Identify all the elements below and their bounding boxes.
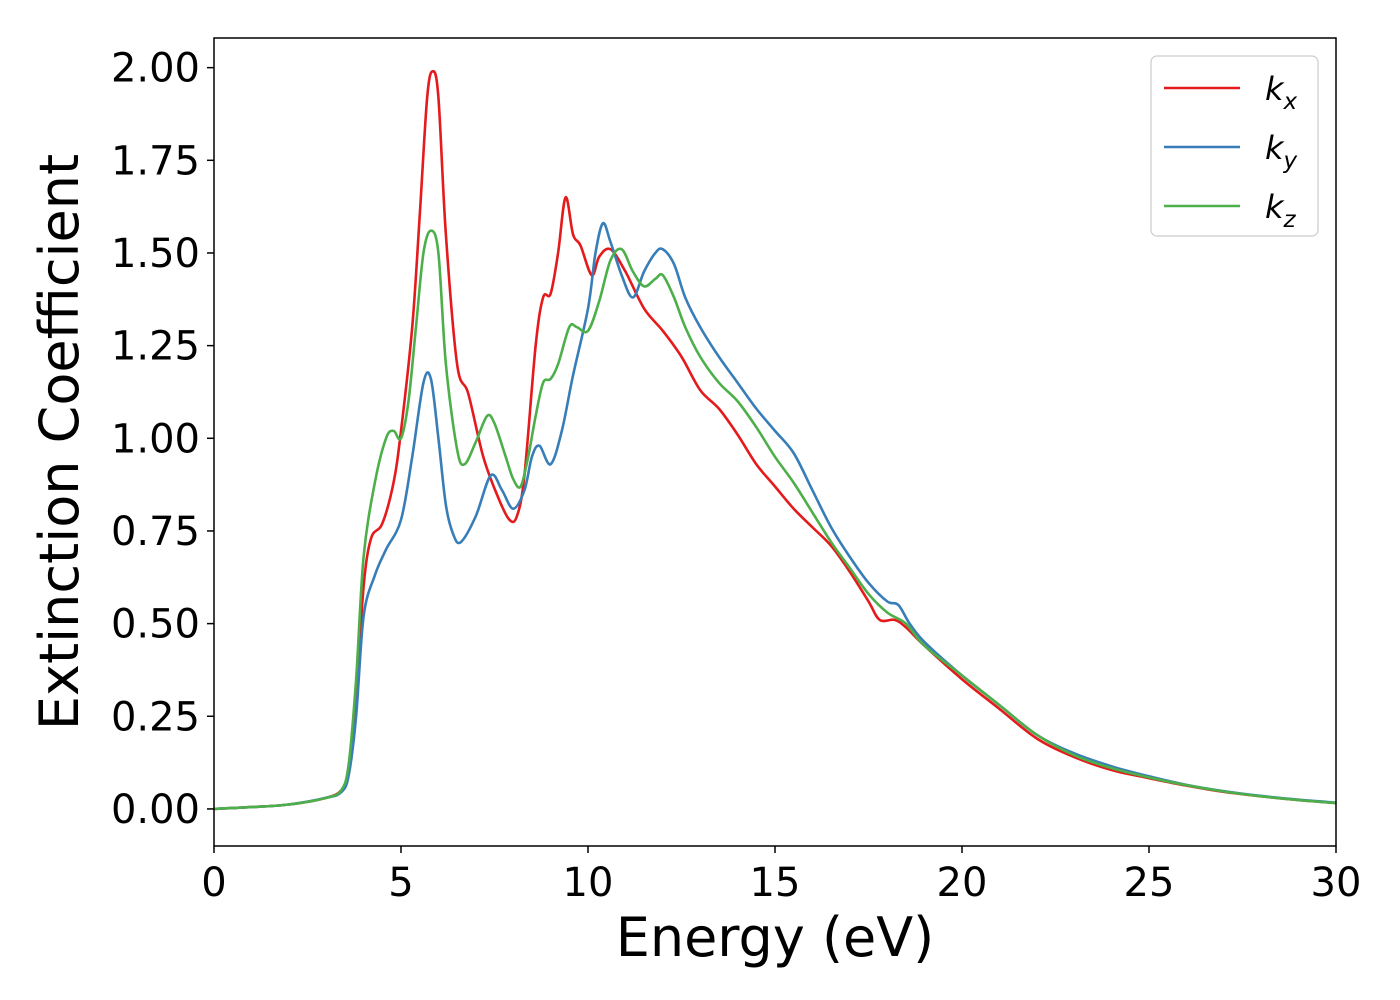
y-tick-label: 0.25 [111, 694, 200, 740]
x-tick-label: 15 [750, 860, 801, 906]
y-tick-label: 0.00 [111, 787, 200, 833]
y-tick-label: 1.50 [111, 231, 200, 277]
y-tick-label: 2.00 [111, 46, 200, 92]
legend-label-kx: kx [1265, 70, 1298, 115]
x-axis: 0 5 10 15 20 25 30 [201, 846, 1361, 906]
x-tick-label: 25 [1124, 860, 1175, 906]
x-axis-label: Energy (eV) [616, 906, 935, 969]
x-tick-label: 30 [1311, 860, 1362, 906]
x-tick-label: 20 [937, 860, 988, 906]
legend-label-ky: ky [1265, 129, 1298, 174]
legend-label-kz: kz [1265, 188, 1297, 233]
series-line-kz [214, 229, 1336, 811]
y-axis-label: Extinction Coefficient [28, 154, 91, 730]
y-axis: 0.00 0.25 0.50 0.75 1.00 1.25 1.50 1.75 2.00 [111, 46, 214, 833]
y-tick-label: 1.25 [111, 324, 200, 370]
x-tick-label: 5 [388, 860, 413, 906]
series-line-ky [214, 221, 1336, 811]
plot-area [214, 38, 1336, 846]
x-tick-label: 10 [563, 860, 614, 906]
y-tick-label: 0.50 [111, 602, 200, 648]
y-tick-label: 1.00 [111, 416, 200, 462]
legend: kx ky kz [1150, 55, 1319, 237]
series-group [214, 70, 1336, 811]
y-tick-label: 1.75 [111, 138, 200, 184]
x-tick-label: 0 [201, 860, 226, 906]
y-tick-label: 0.75 [111, 509, 200, 555]
